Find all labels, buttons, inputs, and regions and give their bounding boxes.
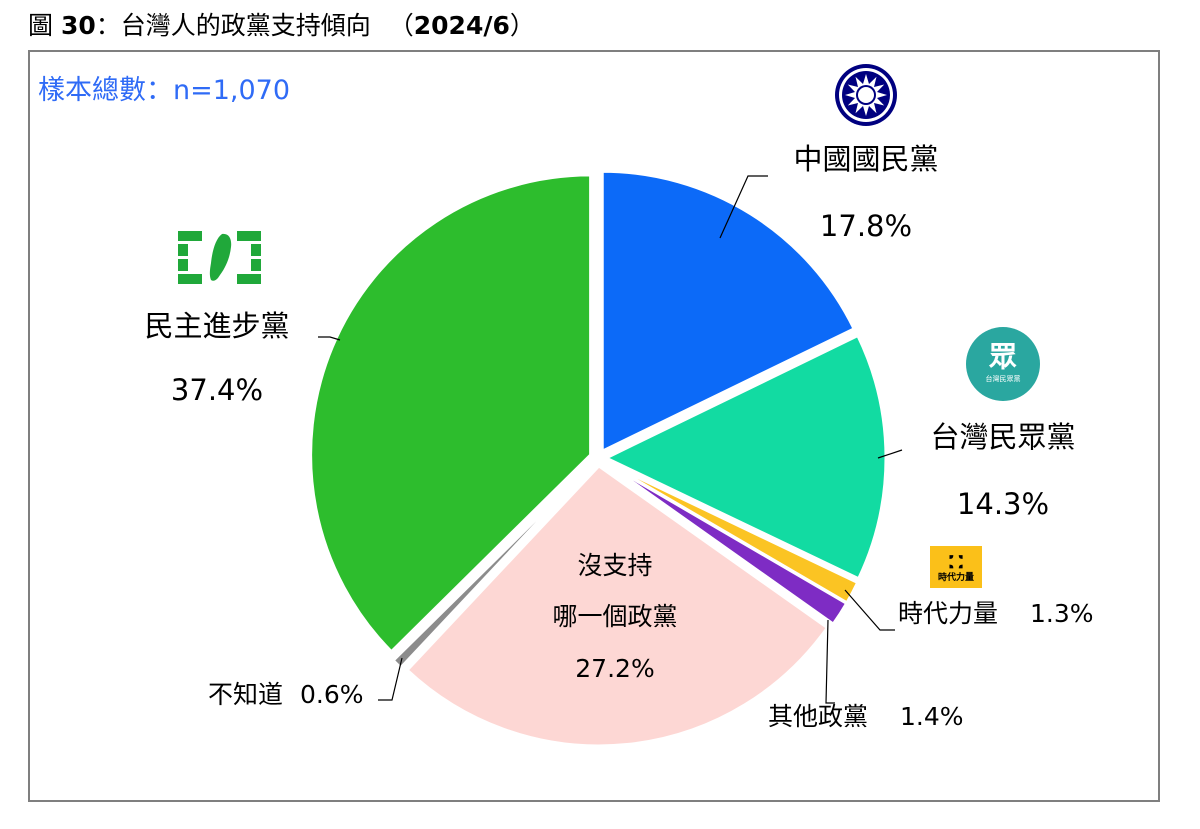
leader-line-other (825, 619, 835, 704)
slice-dpp (309, 173, 593, 654)
npp-logo-text: 時代力量 (938, 571, 974, 583)
slice-tpp (602, 333, 888, 581)
label-none-name-line1: 沒支持 (577, 551, 652, 580)
leader-line-unknown (378, 657, 403, 701)
leader-line-dpp (318, 336, 341, 341)
label-kmt-value: 17.8% (820, 209, 912, 243)
label-dpp-value: 37.4% (171, 373, 263, 407)
slice-unknown (391, 462, 594, 670)
leader-line-tpp (877, 449, 903, 459)
label-other-name: 其他政黨 (768, 702, 868, 731)
slice-other (603, 461, 849, 627)
tpp-logo-subtext: 台灣民眾黨 (986, 374, 1021, 383)
leader-line-kmt (719, 175, 768, 239)
sample-size-note: 樣本總數：n=1,070 (38, 75, 291, 106)
figure-prefix: 圖 (28, 11, 54, 40)
label-tpp-name: 台灣民眾黨 (930, 420, 1075, 454)
figure-colon: ： (95, 11, 121, 40)
chart-frame (28, 50, 1160, 802)
figure-date-close: ） (509, 11, 535, 40)
figure-title-text: 台灣人的政黨支持傾向 (120, 11, 371, 40)
label-npp-name: 時代力量 (898, 599, 998, 628)
leader-line-npp (844, 589, 895, 631)
slice-no-support (405, 463, 830, 748)
figure-number: 30 (60, 11, 96, 40)
label-other-value: 1.4% (900, 702, 964, 731)
figure-title: 圖 30：台灣人的政黨支持傾向 （2024/6） (28, 6, 535, 42)
label-none-value: 27.2% (575, 654, 654, 683)
slice-kmt (600, 169, 857, 454)
label-tpp-value: 14.3% (957, 487, 1049, 521)
tpp-logo-icon: 眾 台灣民眾黨 (966, 327, 1040, 401)
label-kmt-name: 中國國民黨 (793, 142, 938, 176)
label-unknown-value: 0.6% (300, 680, 364, 709)
figure-date: 2024/6 (413, 11, 510, 40)
label-none-name-line2: 哪一個政黨 (552, 602, 677, 631)
label-dpp-name: 民主進步黨 (144, 309, 289, 343)
figure-date-open: （ (388, 11, 414, 40)
tpp-logo-char: 眾 (988, 340, 1017, 373)
label-unknown-name: 不知道 (208, 680, 283, 709)
npp-logo-icon: ⛚ 時代力量 (930, 546, 982, 588)
label-npp-value: 1.3% (1030, 599, 1094, 628)
svg-text:⛚: ⛚ (949, 551, 963, 573)
dpp-flag-icon (178, 231, 261, 284)
kmt-sun-emblem-icon (835, 64, 897, 126)
